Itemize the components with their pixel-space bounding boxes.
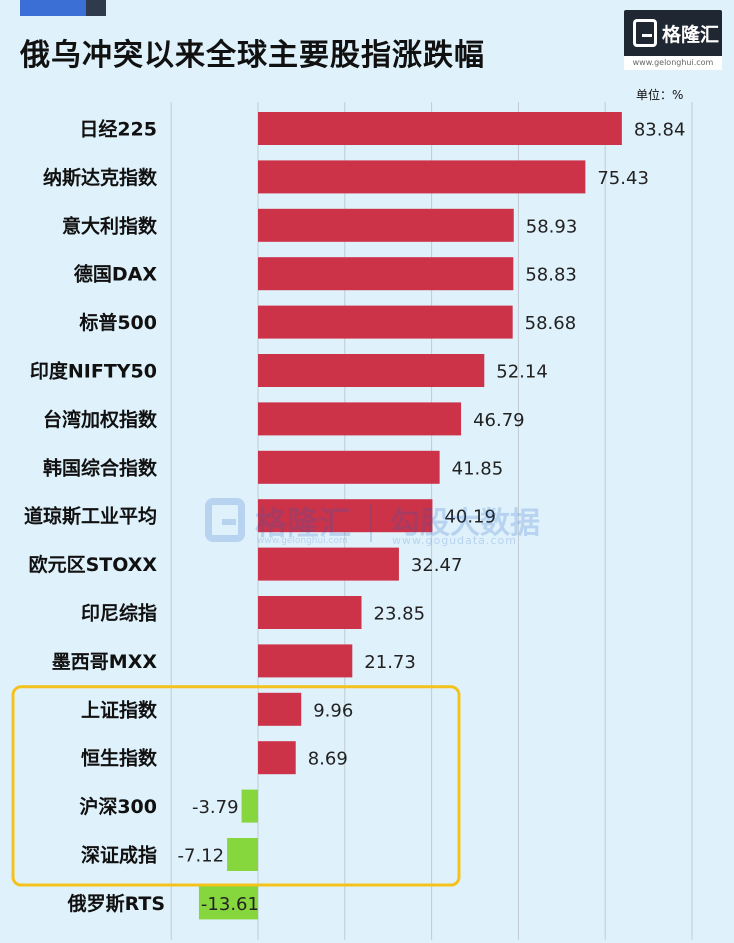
logo-url: www.gelonghui.com	[624, 56, 722, 70]
value-label: 58.68	[525, 313, 577, 334]
category-label: 德国DAX	[74, 263, 157, 286]
bar	[258, 112, 622, 145]
category-label: 墨西哥MXX	[52, 651, 158, 673]
bar	[258, 305, 513, 339]
bar	[258, 354, 485, 387]
category-label: 沪深300	[79, 795, 157, 818]
top-accent-bar-blue	[20, 0, 86, 16]
watermark-brand1: 格隆汇	[255, 504, 352, 542]
bar	[258, 402, 462, 436]
value-label: -13.61	[201, 894, 259, 915]
value-label: 83.84	[634, 120, 686, 141]
value-label: -7.12	[178, 846, 225, 867]
highlight-box	[11, 685, 461, 887]
watermark-separator	[370, 504, 372, 542]
value-label: 32.47	[411, 555, 463, 576]
value-label: 58.83	[525, 265, 577, 286]
bar	[258, 547, 399, 581]
watermark-url1: www.gelonghui.com	[257, 536, 348, 546]
brand-logo: 格隆汇 www.gelonghui.com	[624, 10, 722, 70]
category-label: 日经225	[79, 118, 157, 141]
value-label: 58.93	[526, 216, 578, 237]
category-label: 标普500	[79, 311, 157, 334]
value-label: -3.79	[192, 797, 239, 818]
bar	[258, 208, 514, 242]
category-label: 印度NIFTY50	[30, 360, 157, 383]
bar	[258, 596, 362, 629]
value-label: 23.85	[374, 604, 426, 625]
bar	[241, 789, 258, 823]
category-label: 恒生指数	[81, 747, 158, 770]
unit-label: 单位：%	[636, 88, 684, 102]
value-label: 9.96	[313, 700, 353, 721]
category-label: 意大利指数	[62, 214, 158, 237]
category-label: 上证指数	[81, 698, 158, 721]
chart-title: 俄乌冲突以来全球主要股指涨跌幅	[20, 38, 485, 73]
bar	[258, 160, 586, 194]
bar	[198, 886, 258, 920]
category-label: 台湾加权指数	[43, 408, 158, 431]
category-label: 纳斯达克指数	[43, 166, 158, 189]
watermark-g-icon	[205, 498, 245, 542]
logo-name: 格隆汇	[662, 24, 720, 46]
bar	[258, 257, 514, 291]
category-label: 俄罗斯RTS	[67, 892, 165, 915]
value-label: 21.73	[364, 652, 416, 673]
bar	[227, 838, 258, 871]
watermark-brand2: 勾股大数据	[390, 506, 540, 541]
bar	[258, 450, 440, 484]
bar	[258, 741, 296, 775]
category-label: 道琼斯工业平均	[24, 505, 157, 528]
value-label: 46.79	[473, 410, 525, 431]
watermark: 格隆汇 www.gelonghui.com 勾股大数据 www.gogudata…	[205, 496, 565, 556]
category-label: 欧元区STOXX	[29, 553, 158, 576]
value-label: 8.69	[308, 749, 348, 770]
value-label: 41.85	[452, 458, 504, 479]
bar	[258, 499, 433, 533]
category-label: 韩国综合指数	[43, 456, 158, 479]
value-label: 52.14	[496, 362, 548, 383]
bar	[258, 692, 302, 726]
bar	[258, 644, 353, 678]
logo-g-icon	[633, 19, 657, 47]
category-label: 印尼综指	[81, 602, 157, 625]
category-label: 深证成指	[81, 844, 157, 867]
value-label: 75.43	[597, 168, 649, 189]
value-label: 40.19	[444, 507, 496, 528]
watermark-url2: www.gogudata.com	[392, 534, 517, 547]
